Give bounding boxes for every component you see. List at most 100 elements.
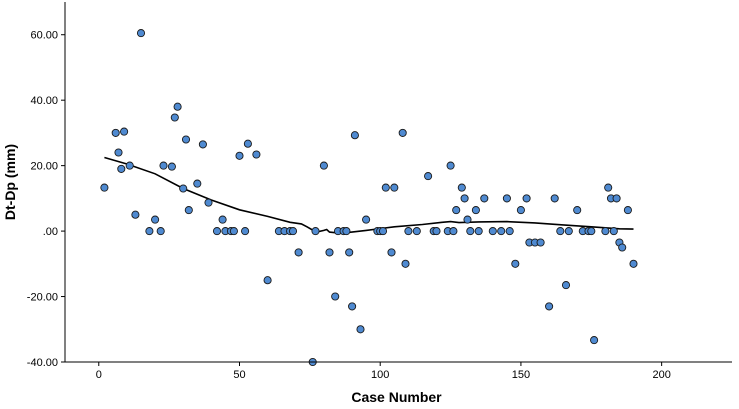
- data-point: [463, 215, 472, 224]
- data-point: [181, 135, 191, 144]
- data-point: [252, 150, 261, 159]
- data-point: [381, 183, 390, 192]
- data-point: [387, 248, 396, 257]
- data-point: [193, 179, 202, 188]
- data-point: [311, 227, 320, 236]
- data-point: [170, 113, 179, 122]
- data-point: [325, 248, 334, 257]
- data-point: [629, 259, 638, 268]
- data-point: [590, 336, 599, 345]
- data-point: [288, 227, 298, 236]
- data-point: [145, 227, 154, 236]
- data-point: [319, 161, 328, 170]
- data-point: [348, 302, 357, 311]
- data-point: [474, 227, 483, 236]
- x-axis-ticks: 0 50 100 150 200: [96, 362, 671, 381]
- data-point: [556, 227, 565, 236]
- data-point: [362, 215, 371, 224]
- data-point: [350, 131, 359, 140]
- plot-area: [100, 29, 638, 367]
- data-point: [612, 194, 621, 203]
- data-point: [545, 302, 554, 311]
- data-point: [294, 248, 303, 257]
- data-point: [452, 206, 461, 215]
- data-point: [204, 198, 213, 207]
- data-point: [516, 206, 525, 215]
- data-point: [378, 227, 388, 236]
- data-point: [573, 206, 582, 215]
- x-axis-title: Case Number: [351, 389, 442, 405]
- data-point: [564, 227, 573, 236]
- y-axis-title: Dt-Dp (mm): [2, 144, 18, 220]
- data-point: [550, 194, 559, 203]
- data-point: [398, 128, 407, 137]
- data-point: [117, 164, 126, 173]
- data-point: [424, 172, 433, 181]
- data-point: [100, 183, 109, 192]
- data-point: [136, 29, 146, 38]
- data-point: [497, 227, 506, 236]
- x-tick-label: 200: [652, 369, 670, 381]
- data-point: [179, 184, 188, 193]
- data-point: [457, 183, 466, 192]
- data-point: [471, 206, 480, 215]
- data-point: [125, 161, 134, 170]
- data-point: [536, 238, 545, 247]
- data-point: [604, 183, 613, 192]
- data-point: [432, 227, 441, 236]
- data-point: [561, 281, 571, 290]
- data-point: [184, 206, 193, 215]
- x-tick-label: 0: [96, 369, 102, 381]
- data-point: [120, 127, 129, 136]
- y-tick-label: -20.00: [27, 292, 58, 304]
- data-point: [241, 227, 250, 236]
- data-point: [618, 243, 627, 252]
- data-point: [401, 259, 410, 268]
- data-point: [114, 148, 123, 157]
- data-point: [466, 227, 475, 236]
- data-point: [502, 194, 511, 203]
- data-point: [229, 227, 238, 236]
- data-point: [331, 292, 340, 301]
- data-point: [609, 227, 618, 236]
- data-point: [218, 215, 227, 224]
- y-tick-label: 60.00: [30, 30, 58, 42]
- y-tick-label: 20.00: [30, 161, 58, 173]
- data-point: [151, 215, 160, 224]
- data-point: [131, 210, 140, 219]
- x-tick-label: 100: [371, 369, 389, 381]
- data-point: [460, 194, 469, 203]
- data-point: [390, 183, 399, 192]
- data-point: [623, 206, 632, 215]
- data-point: [404, 227, 413, 236]
- data-point: [156, 227, 165, 236]
- y-axis-ticks: 60.00 40.00 20.00 .00 -20.00 -40.00: [27, 30, 65, 369]
- data-point: [111, 128, 120, 137]
- data-point: [159, 161, 168, 170]
- data-point: [488, 227, 497, 236]
- data-point: [167, 162, 176, 171]
- y-tick-label: -40.00: [27, 357, 58, 369]
- data-points: [100, 29, 638, 367]
- data-point: [173, 102, 182, 111]
- data-point: [449, 227, 458, 236]
- y-tick-label: 40.00: [30, 95, 58, 107]
- data-point: [522, 194, 531, 203]
- data-point: [587, 227, 596, 236]
- data-point: [342, 227, 351, 236]
- data-point: [345, 248, 354, 257]
- x-tick-label: 150: [512, 369, 530, 381]
- data-point: [601, 227, 610, 236]
- data-point: [198, 140, 207, 149]
- data-point: [243, 139, 252, 148]
- data-point: [412, 227, 421, 236]
- x-tick-label: 50: [233, 369, 245, 381]
- data-point: [212, 227, 222, 236]
- data-point: [446, 161, 455, 170]
- data-point: [511, 259, 520, 268]
- data-point: [263, 276, 272, 285]
- data-point: [356, 325, 365, 334]
- fit-line: [104, 156, 634, 234]
- y-tick-label: .00: [43, 226, 58, 238]
